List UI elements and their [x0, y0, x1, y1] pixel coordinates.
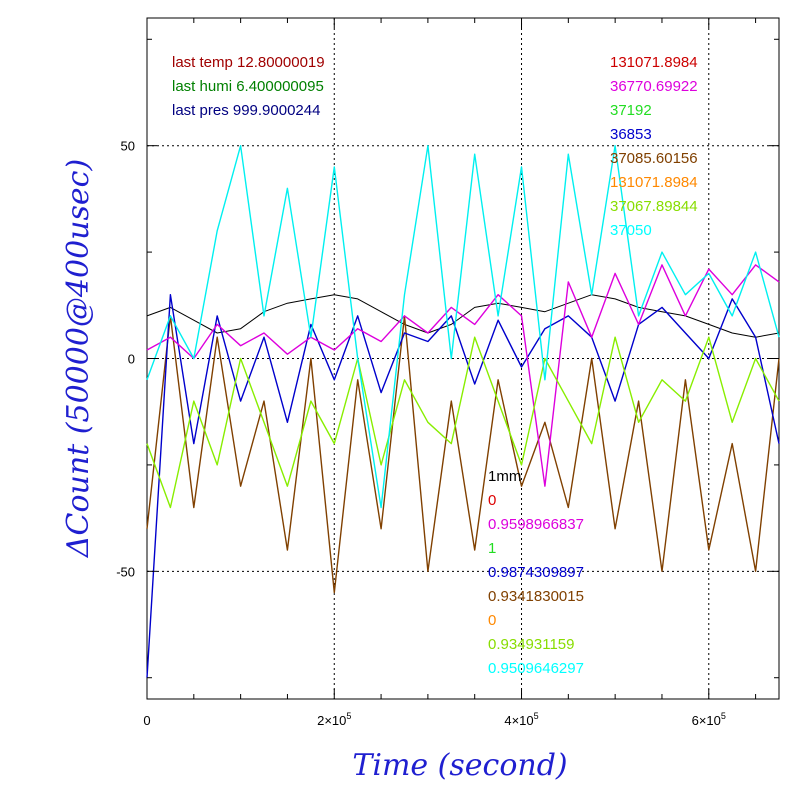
- top-right-annotation: 36770.69922: [610, 78, 698, 95]
- top-right-annotation: 131071.8984: [610, 54, 698, 71]
- axis-ticks: 0 2×105 4×105 6×105 50 0 -50: [116, 18, 779, 728]
- bottom-annotation: 0.9509646297: [488, 660, 584, 677]
- top-right-annotation: 36853: [610, 126, 652, 143]
- bottom-annotation: 0.9598966837: [488, 516, 584, 533]
- top-right-annotation: 131071.8984: [610, 174, 698, 191]
- y-axis-title: ΔCount (50000@400usec): [61, 159, 96, 558]
- top-right-annotation: 37192: [610, 102, 652, 119]
- bottom-annotation: 0: [488, 612, 496, 629]
- bottom-annotation: 0.934931159: [488, 636, 574, 653]
- bottom-annotation: 0.9874309897: [488, 564, 584, 581]
- y-tick-label: -50: [116, 564, 135, 579]
- series-line-5: [146, 144, 780, 509]
- x-tick-label: 6×105: [692, 711, 726, 728]
- series-line-1: [146, 315, 780, 594]
- series-line-4: [146, 336, 780, 509]
- x-tick-label: 4×105: [504, 711, 538, 728]
- x-tick-label: 0: [143, 713, 150, 728]
- x-tick-label: 2×105: [317, 711, 351, 728]
- series-line-3: [146, 264, 780, 487]
- bottom-annotation: 0: [488, 492, 496, 509]
- series-line-2: [146, 294, 780, 678]
- top-left-annotation: last temp 12.80000019: [172, 54, 325, 71]
- bottom-annotation: 1mm: [488, 468, 521, 485]
- y-tick-label: 0: [128, 352, 135, 367]
- top-left-annotation: last humi 6.400000095: [172, 78, 324, 95]
- top-right-annotation: 37067.89844: [610, 198, 698, 215]
- top-right-annotation: 37085.60156: [610, 150, 698, 167]
- top-right-annotation: 37050: [610, 222, 652, 239]
- y-tick-label: 50: [121, 139, 135, 154]
- bottom-annotation: 1: [488, 540, 496, 557]
- bottom-annotation: 0.9341830015: [488, 588, 584, 605]
- x-axis-title: Time (second): [352, 748, 567, 783]
- series-layer: [146, 144, 780, 678]
- annotations: last temp 12.80000019 last humi 6.4000000…: [172, 54, 698, 677]
- top-left-annotation: last pres 999.9000244: [172, 102, 320, 119]
